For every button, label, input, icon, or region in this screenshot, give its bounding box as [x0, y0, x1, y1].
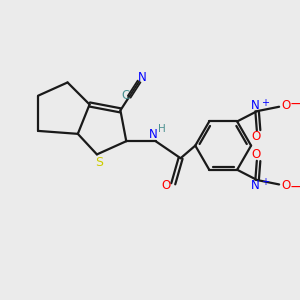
Text: O: O	[251, 148, 260, 161]
Text: C: C	[121, 89, 130, 102]
Text: N: N	[149, 128, 158, 141]
Text: O: O	[281, 179, 290, 192]
Text: −: −	[290, 97, 300, 111]
Text: N: N	[138, 71, 147, 85]
Text: +: +	[261, 98, 269, 108]
Text: +: +	[261, 177, 269, 188]
Text: O: O	[281, 99, 290, 112]
Text: H: H	[158, 124, 166, 134]
Text: O: O	[251, 130, 260, 143]
Text: O: O	[161, 179, 170, 192]
Text: −: −	[290, 180, 300, 194]
Text: N: N	[251, 99, 260, 112]
Text: S: S	[95, 156, 103, 169]
Text: N: N	[251, 179, 260, 192]
